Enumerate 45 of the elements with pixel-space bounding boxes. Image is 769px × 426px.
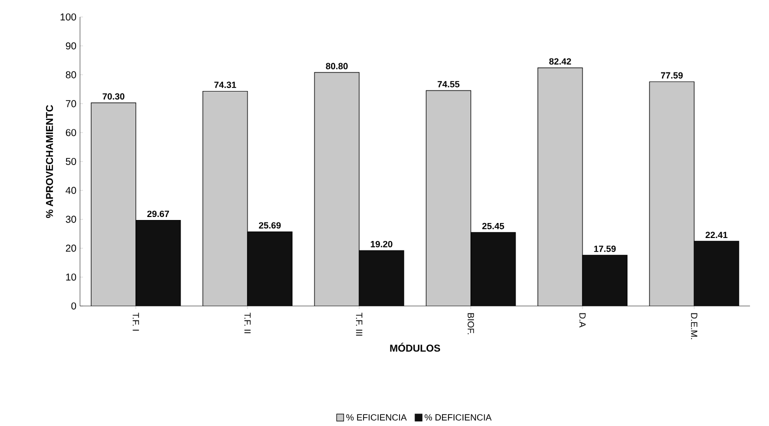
bar: [248, 232, 292, 306]
y-tick-label: 70: [66, 100, 76, 108]
y-tick-label: 50: [66, 158, 76, 166]
data-label: 19.20: [370, 240, 392, 248]
x-tick-label: BIOF.: [468, 313, 474, 334]
data-label: 17.59: [594, 246, 616, 252]
y-tick-label: 30: [66, 216, 76, 223]
bar: [202, 91, 248, 306]
bar: [136, 220, 181, 306]
x-tick-label: D.A: [579, 313, 586, 328]
bar: [538, 68, 582, 306]
y-tick-label: 80: [66, 71, 76, 78]
data-label: 80.80: [326, 62, 348, 70]
data-label: 29.67: [147, 210, 169, 218]
bar: [426, 90, 471, 306]
x-tick-label: T.F. II: [244, 312, 251, 334]
legend-label: % EFICIENCIA: [346, 414, 407, 421]
data-label: 25.45: [482, 222, 504, 230]
bar: [314, 72, 360, 306]
data-label: 25.69: [258, 222, 281, 229]
y-tick-label: 10: [66, 274, 76, 281]
y-tick-label: 100: [60, 13, 76, 21]
y-tick-label: 60: [66, 129, 76, 136]
bar: [470, 232, 516, 306]
y-tick-label: 40: [66, 186, 76, 194]
y-tick-label: 0: [71, 302, 76, 310]
bar: [582, 255, 628, 306]
data-label: 77.59: [661, 72, 683, 79]
data-label: 70.30: [102, 93, 124, 100]
data-label: 22.41: [706, 232, 728, 238]
x-tick-label: T.F. III: [356, 312, 362, 336]
x-tick-label: D.E.M.: [691, 313, 698, 340]
bar: [694, 240, 740, 306]
x-axis-title: MÓDULOS: [390, 342, 440, 352]
y-tick-label: 90: [66, 42, 76, 50]
bar: [91, 102, 136, 306]
y-axis-title: % APROVECHAMIENTC: [46, 105, 54, 218]
legend-label: % DEFICIENCIA: [424, 414, 492, 421]
y-tick-label: 20: [66, 244, 76, 252]
bar: [359, 250, 404, 306]
data-label: 74.31: [214, 82, 236, 88]
data-label: 74.55: [438, 81, 460, 88]
bar: [649, 81, 694, 306]
x-tick-label: T.F. I: [132, 312, 139, 331]
data-label: 82.42: [549, 58, 572, 65]
